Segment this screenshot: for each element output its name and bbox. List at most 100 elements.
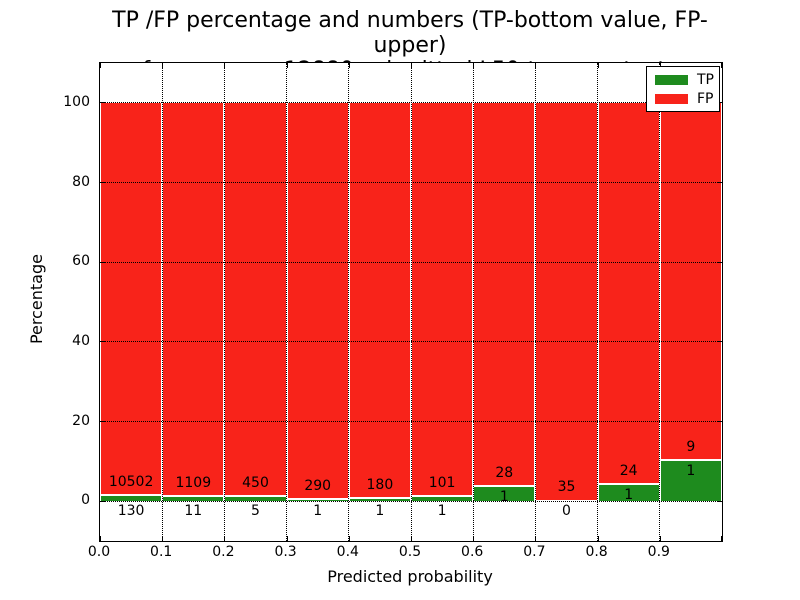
fp-count-label: 290 <box>304 477 332 494</box>
bar-segment-fp <box>535 102 598 502</box>
bar-segment-fp <box>224 102 287 497</box>
tp-count-label: 1 <box>437 503 447 520</box>
x-tick-mark-top <box>100 63 101 68</box>
y-tick-mark <box>100 261 105 263</box>
legend-swatch-tp <box>655 74 688 85</box>
fp-count-label: 180 <box>366 476 394 493</box>
legend-swatch-fp <box>655 93 688 104</box>
y-tick-label: 100 <box>63 93 90 110</box>
tp-count-label: 1 <box>313 503 323 520</box>
x-tick-label: 0.3 <box>274 544 297 560</box>
tp-count-label: 130 <box>117 503 145 520</box>
y-tick-label: 20 <box>72 412 90 429</box>
gridline-vertical <box>659 63 661 541</box>
fp-count-label: 1109 <box>175 475 212 492</box>
y-tick-mark <box>100 102 105 104</box>
y-tick-mark-right <box>717 261 722 263</box>
x-tick-mark-top <box>224 63 226 68</box>
x-tick-mark-top <box>286 63 288 68</box>
x-tick-mark-top <box>721 63 722 68</box>
x-tick-mark-top <box>162 63 164 68</box>
bar-segment-tp <box>224 496 287 502</box>
y-tick-label: 40 <box>72 332 90 349</box>
legend-row: TP <box>655 70 719 89</box>
y-tick-mark-right <box>717 421 722 422</box>
bar-segment-tp <box>286 499 349 502</box>
x-tick-mark <box>348 536 350 541</box>
bar-segment-tp <box>348 498 411 502</box>
x-tick-mark <box>597 536 599 541</box>
x-tick-mark-top <box>348 63 350 68</box>
fp-count-label: 10502 <box>108 474 154 491</box>
gridline-vertical <box>410 63 412 541</box>
tp-count-label: 11 <box>184 503 203 520</box>
bar-segment-fp <box>659 102 722 462</box>
x-tick-mark-top <box>597 63 599 68</box>
legend-label-fp: FP <box>697 90 714 107</box>
plot-area: 10502 130 1109 11 450 5 290 1 180 1 101 1 28 1 35 0 24 1 9… <box>99 62 723 542</box>
x-tick-mark-top <box>659 63 661 68</box>
y-tick-mark-right <box>717 500 722 502</box>
x-tick-label: 0.1 <box>150 544 173 560</box>
x-tick-mark <box>286 536 288 541</box>
x-tick-mark <box>721 536 722 541</box>
y-tick-mark <box>100 500 105 502</box>
tp-count-label: 0 <box>562 503 571 520</box>
x-tick-mark <box>224 536 226 541</box>
x-tick-mark-top <box>473 63 475 68</box>
x-tick-label: 0.7 <box>523 544 546 560</box>
x-tick-mark <box>473 536 475 541</box>
bar-segment-fp <box>597 102 660 486</box>
fp-count-label: 28 <box>495 465 514 482</box>
gridline-horizontal <box>100 421 722 422</box>
gridline-vertical <box>348 63 350 541</box>
x-tick-label: 0.2 <box>212 544 235 560</box>
y-tick-mark <box>100 341 105 343</box>
fp-count-label: 101 <box>428 475 456 492</box>
y-tick-label: 80 <box>72 173 90 190</box>
fp-count-label: 24 <box>619 463 638 480</box>
x-tick-mark <box>411 536 412 541</box>
y-tick-mark-right <box>717 182 722 183</box>
x-tick-mark <box>535 536 537 541</box>
bar-segment-tp <box>473 487 536 502</box>
gridline-vertical <box>286 63 288 541</box>
fp-count-label: 450 <box>242 474 269 491</box>
x-tick-mark <box>659 536 661 541</box>
bar-segment-fp <box>473 102 536 488</box>
x-tick-mark <box>162 536 164 541</box>
tp-count-label: 1 <box>375 503 385 520</box>
legend-label-tp: TP <box>697 71 714 88</box>
chart-title-line-1: TP /FP percentage and numbers (TP-bottom… <box>112 8 708 58</box>
bar-segment-fp <box>348 102 411 499</box>
gridline-vertical <box>161 63 163 541</box>
y-tick-mark <box>100 421 105 422</box>
x-axis-label: Predicted probability <box>327 567 493 586</box>
bar-segment-tp <box>659 461 722 502</box>
y-tick-mark <box>100 182 105 183</box>
legend-row: FP <box>655 89 719 108</box>
x-tick-label: 0.9 <box>647 544 670 560</box>
x-tick-label: 0.6 <box>461 544 484 560</box>
gridline-horizontal <box>100 500 722 502</box>
gridline-vertical <box>534 63 536 541</box>
x-tick-mark-top <box>411 63 412 68</box>
gridline-vertical <box>597 63 599 541</box>
bar-segment-fp <box>162 102 225 498</box>
bar-segment-tp <box>411 497 474 502</box>
x-tick-mark-top <box>535 63 537 68</box>
fp-count-label: 9 <box>686 439 696 456</box>
y-tick-label: 60 <box>72 253 90 270</box>
bar-segment-fp <box>100 102 163 497</box>
x-tick-mark <box>100 536 101 541</box>
x-tick-label: 0.8 <box>585 544 608 560</box>
bar-segment-tp <box>597 485 660 502</box>
gridline-horizontal <box>100 102 722 104</box>
bar-segment-tp <box>100 496 163 502</box>
gridline-horizontal <box>100 341 722 343</box>
x-tick-label: 0.0 <box>87 544 111 560</box>
bar-segment-tp <box>162 497 225 502</box>
y-tick-label: 0 <box>81 492 90 509</box>
gridline-horizontal <box>100 182 722 183</box>
